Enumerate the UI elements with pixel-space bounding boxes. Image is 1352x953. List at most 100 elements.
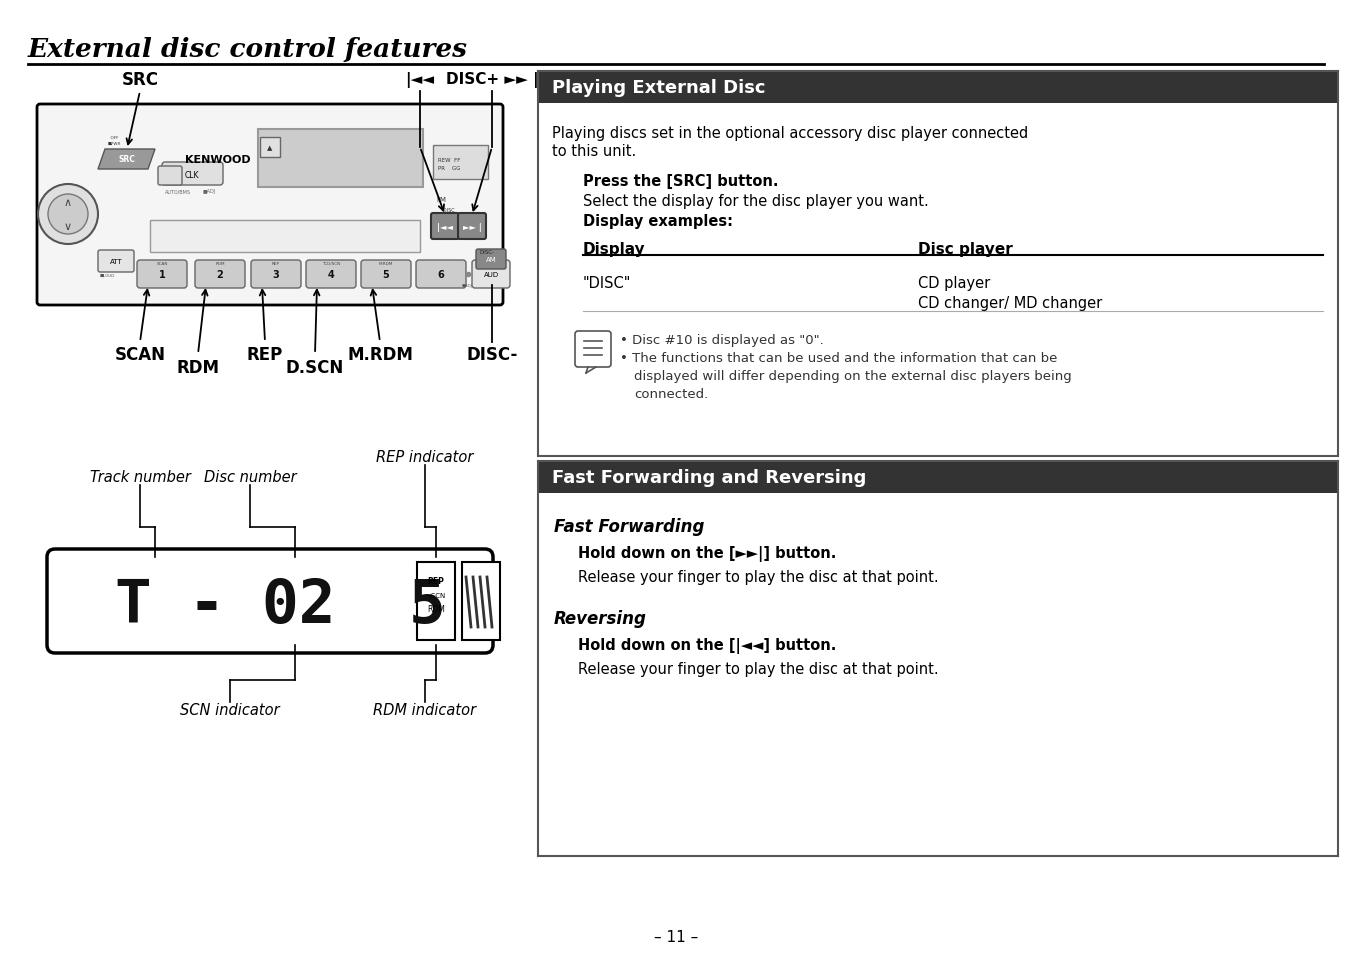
Text: Display examples:: Display examples:	[583, 213, 733, 229]
Text: ATT: ATT	[110, 258, 122, 265]
Text: Select the display for the disc player you want.: Select the display for the disc player y…	[583, 193, 929, 209]
Text: 5: 5	[383, 270, 389, 280]
Text: AUD: AUD	[484, 272, 499, 277]
Text: M.RDM: M.RDM	[347, 346, 412, 364]
Text: OFF: OFF	[108, 136, 119, 140]
Text: Disc player: Disc player	[918, 242, 1013, 256]
FancyBboxPatch shape	[472, 261, 510, 289]
FancyBboxPatch shape	[306, 261, 356, 289]
Text: |◄◄: |◄◄	[406, 71, 434, 88]
Text: Hold down on the [►►|] button.: Hold down on the [►►|] button.	[579, 545, 837, 561]
Text: DISC-: DISC-	[480, 251, 495, 255]
Text: SCAN: SCAN	[157, 262, 168, 266]
Text: REP: REP	[272, 262, 280, 266]
FancyBboxPatch shape	[416, 261, 466, 289]
Text: DISC-: DISC-	[466, 346, 518, 364]
Bar	[538, 461, 1338, 494]
Text: AM: AM	[485, 256, 496, 263]
Text: 1: 1	[158, 270, 165, 280]
Text: Playing discs set in the optional accessory disc player connected: Playing discs set in the optional access…	[552, 126, 1029, 141]
Text: Press the [SRC] button.: Press the [SRC] button.	[583, 173, 779, 189]
Text: • The functions that can be used and the information that can be: • The functions that can be used and the…	[621, 352, 1057, 365]
Text: 3: 3	[273, 270, 280, 280]
Text: SRC: SRC	[122, 71, 158, 89]
Text: SCN indicator: SCN indicator	[180, 702, 280, 718]
Text: Disc number: Disc number	[204, 470, 296, 485]
Text: M.RDM: M.RDM	[379, 262, 393, 266]
Text: RDM: RDM	[427, 605, 445, 614]
FancyBboxPatch shape	[97, 251, 134, 273]
Text: AUTO/BMS: AUTO/BMS	[165, 190, 191, 194]
Text: →SCN: →SCN	[426, 593, 446, 598]
Text: Release your finger to play the disc at that point.: Release your finger to play the disc at …	[579, 569, 938, 584]
Text: RDM indicator: RDM indicator	[373, 702, 476, 718]
Text: Fast Forwarding and Reversing: Fast Forwarding and Reversing	[552, 469, 867, 486]
Text: T - 02  5: T - 02 5	[115, 576, 446, 635]
FancyBboxPatch shape	[162, 163, 223, 186]
Text: ■LOUD: ■LOUD	[100, 274, 115, 277]
FancyBboxPatch shape	[575, 332, 611, 368]
Text: REW  FF: REW FF	[438, 157, 461, 162]
Text: ■ADJ: ■ADJ	[203, 190, 216, 194]
Bar	[150, 221, 420, 253]
Bar	[260, 138, 280, 158]
Bar	[433, 146, 488, 180]
Text: CD player: CD player	[918, 275, 990, 291]
Text: 6: 6	[438, 270, 445, 280]
Text: ►► |: ►► |	[462, 222, 481, 232]
FancyBboxPatch shape	[47, 550, 493, 654]
Circle shape	[38, 185, 97, 245]
Circle shape	[49, 194, 88, 234]
Text: displayed will differ depending on the external disc players being: displayed will differ depending on the e…	[634, 370, 1072, 382]
Text: External disc control features: External disc control features	[28, 37, 468, 63]
FancyBboxPatch shape	[137, 261, 187, 289]
Text: PR    GG: PR GG	[438, 165, 461, 171]
Text: "DISC": "DISC"	[583, 275, 631, 291]
Text: Display: Display	[583, 242, 646, 256]
Text: SRC: SRC	[119, 155, 135, 164]
Text: • Disc #10 is displayed as "0".: • Disc #10 is displayed as "0".	[621, 334, 823, 347]
FancyBboxPatch shape	[37, 105, 503, 306]
Text: |◄◄: |◄◄	[437, 222, 453, 232]
FancyBboxPatch shape	[431, 213, 458, 240]
Text: RDM: RDM	[177, 358, 219, 376]
Text: REP indicator: REP indicator	[376, 450, 473, 465]
Text: ∨: ∨	[64, 222, 72, 232]
Text: REP: REP	[247, 346, 283, 364]
Text: ■PWR: ■PWR	[108, 142, 122, 146]
Text: D.SCN: D.SCN	[285, 358, 345, 376]
Text: Fast Forwarding: Fast Forwarding	[554, 517, 704, 536]
Text: to this unit.: to this unit.	[552, 144, 637, 159]
Text: ∧: ∧	[64, 198, 72, 208]
Text: Hold down on the [|◄◄] button.: Hold down on the [|◄◄] button.	[579, 638, 837, 654]
Text: ●ADJ: ●ADJ	[462, 284, 473, 288]
Text: 4: 4	[327, 270, 334, 280]
Bar	[258, 130, 423, 188]
Polygon shape	[97, 150, 155, 170]
Text: 2: 2	[216, 270, 223, 280]
FancyBboxPatch shape	[251, 261, 301, 289]
Bar	[416, 562, 456, 640]
FancyBboxPatch shape	[361, 261, 411, 289]
Text: connected.: connected.	[634, 388, 708, 400]
Text: SCAN: SCAN	[115, 346, 165, 364]
Text: Track number: Track number	[89, 470, 191, 485]
Text: TCD/SCN: TCD/SCN	[322, 262, 341, 266]
Text: •DISC: •DISC	[439, 208, 454, 213]
Text: CD changer/ MD changer: CD changer/ MD changer	[918, 295, 1102, 311]
FancyBboxPatch shape	[458, 213, 485, 240]
Text: DISC+ ►► |: DISC+ ►► |	[446, 71, 538, 88]
Bar	[538, 71, 1338, 104]
FancyBboxPatch shape	[158, 167, 183, 186]
Text: CLK: CLK	[185, 171, 199, 179]
Text: Release your finger to play the disc at that point.: Release your finger to play the disc at …	[579, 661, 938, 677]
Text: REP: REP	[427, 577, 445, 586]
Text: FM: FM	[435, 196, 446, 203]
Text: KENWOOD: KENWOOD	[185, 154, 250, 165]
Text: ▲: ▲	[268, 145, 273, 151]
Text: Reversing: Reversing	[554, 609, 646, 627]
Bar	[462, 562, 500, 640]
Text: RDM: RDM	[215, 262, 224, 266]
FancyBboxPatch shape	[476, 250, 506, 270]
FancyBboxPatch shape	[195, 261, 245, 289]
